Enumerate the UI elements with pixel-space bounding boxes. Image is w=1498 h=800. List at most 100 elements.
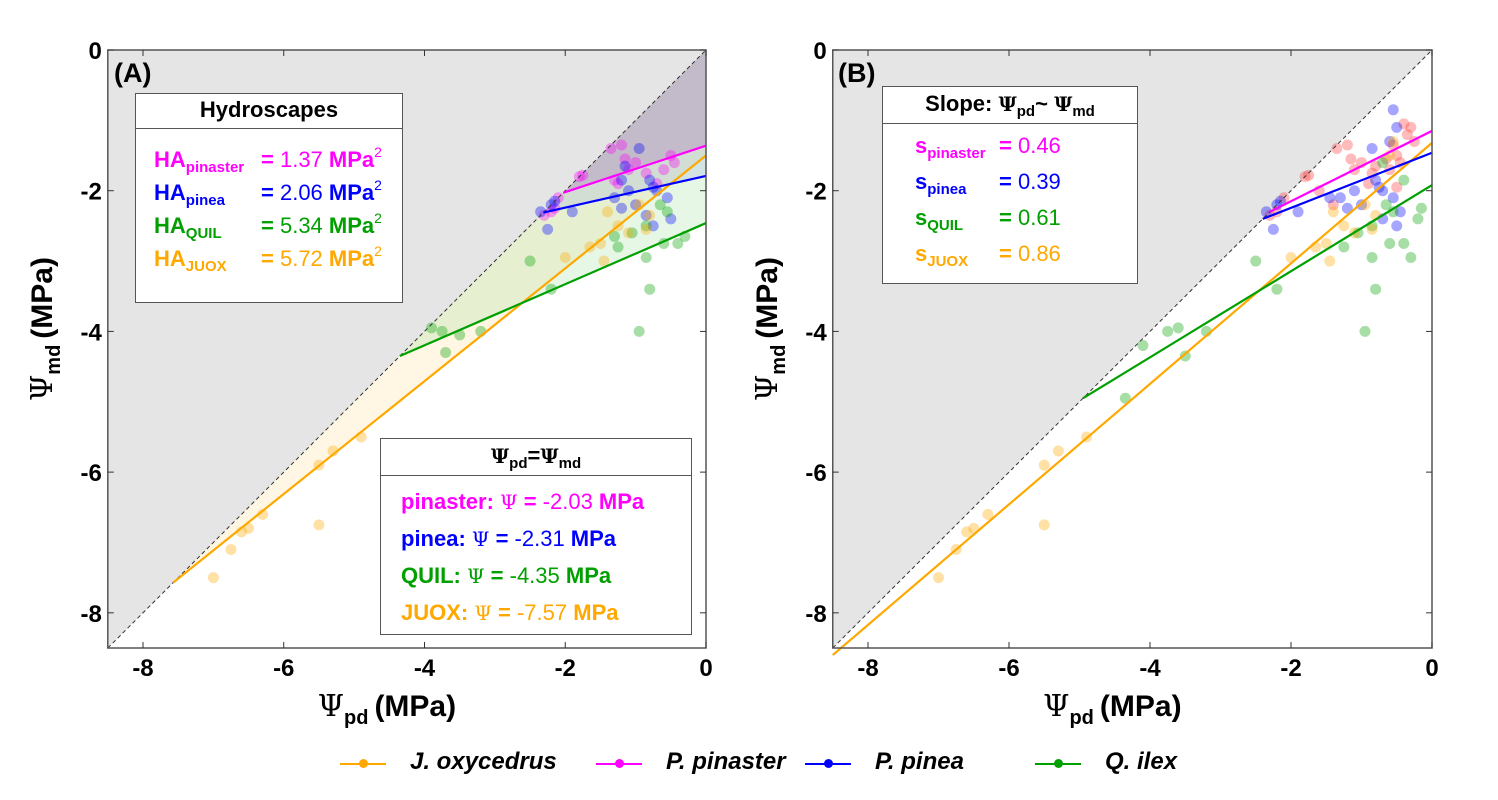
x-tick-label: -4 bbox=[1139, 655, 1161, 682]
psi-symbol: Ψ bbox=[467, 564, 485, 588]
slope-label: sQUIL bbox=[915, 205, 999, 234]
intercept-value: -2.03 bbox=[542, 489, 599, 514]
data-point-juox bbox=[1327, 206, 1339, 218]
hydroscape-label: HAJUOX bbox=[154, 246, 261, 275]
data-point-pinaster bbox=[1331, 142, 1343, 154]
unit-superscript: 2 bbox=[374, 210, 382, 226]
equals-sign: = bbox=[999, 241, 1018, 266]
y-axis-unit: (MPa) bbox=[26, 257, 59, 339]
psi-symbol: Ψ bbox=[500, 490, 518, 514]
data-point-juox bbox=[1038, 459, 1050, 471]
hydroscape-unit: MPa bbox=[328, 147, 375, 172]
intercept-unit: MPa bbox=[573, 600, 619, 625]
data-point-juox bbox=[327, 445, 339, 457]
intercept-unit: MPa bbox=[565, 563, 612, 588]
equals-sign: = bbox=[999, 133, 1018, 158]
psi-symbol: Ψ bbox=[474, 601, 492, 625]
data-point-quil bbox=[1338, 241, 1350, 253]
data-point-pinea bbox=[1387, 104, 1399, 116]
x-tick-label: -2 bbox=[1280, 655, 1301, 682]
slope-value: 0.39 bbox=[1017, 169, 1061, 194]
data-point-quil bbox=[1271, 283, 1283, 295]
y-tick-label: -4 bbox=[805, 319, 827, 346]
data-point-pinea bbox=[1267, 223, 1279, 235]
data-point-pinea bbox=[1334, 192, 1346, 204]
hydroscape-label: HApinea bbox=[154, 180, 261, 209]
axes-frame bbox=[832, 49, 1433, 649]
x-axis-subscript: pd bbox=[1069, 707, 1093, 729]
data-point-quil bbox=[612, 241, 624, 253]
data-point-pinaster bbox=[1391, 150, 1403, 162]
data-point-quil bbox=[661, 206, 673, 218]
slope-prefix: s bbox=[915, 241, 928, 266]
slope-subscript: pinaster bbox=[927, 145, 986, 162]
title-subscript-md: md bbox=[1072, 103, 1095, 120]
ha-subscript: JUOX bbox=[185, 258, 227, 275]
data-point-pinea bbox=[644, 174, 656, 186]
data-point-quil bbox=[1398, 174, 1410, 186]
data-point-quil bbox=[436, 325, 448, 337]
slope-prefix: s bbox=[915, 133, 928, 158]
data-point-juox bbox=[623, 227, 635, 239]
regression-line-pinaster bbox=[1269, 129, 1433, 213]
data-point-quil bbox=[626, 227, 638, 239]
data-point-quil bbox=[1250, 255, 1262, 267]
data-point-quil bbox=[1162, 325, 1174, 337]
data-point-pinea bbox=[616, 202, 628, 214]
unit-superscript: 2 bbox=[374, 243, 382, 259]
data-point-juox bbox=[598, 255, 610, 267]
equals-sign: = bbox=[261, 180, 280, 205]
intercept-value: -4.35 bbox=[509, 563, 566, 588]
data-point-quil bbox=[1179, 350, 1191, 362]
data-point-pinaster bbox=[640, 167, 652, 179]
data-point-pinea bbox=[640, 209, 652, 221]
data-point-pinea bbox=[633, 142, 645, 154]
ha-subscript: pinea bbox=[185, 192, 225, 209]
equals-sign: = bbox=[489, 526, 515, 551]
data-point-pinea bbox=[630, 199, 642, 211]
slope-row-quil: sQUIL = 0.61 bbox=[915, 205, 1061, 234]
data-point-pinea bbox=[661, 192, 673, 204]
psi-symbol: Ψ bbox=[471, 527, 490, 551]
hydroscape-unit: MPa bbox=[328, 246, 375, 271]
title-subscript-pd: pd bbox=[509, 455, 528, 472]
data-point-juox bbox=[1324, 255, 1336, 267]
equals-sign: = bbox=[491, 600, 517, 625]
x-axis-unit: (MPa) bbox=[374, 690, 456, 723]
slope-label: sJUOX bbox=[915, 241, 999, 270]
data-point-juox bbox=[257, 508, 269, 520]
legend-label: J. oxycedrus bbox=[410, 748, 557, 775]
y-tick-label: -4 bbox=[80, 319, 102, 346]
y-axis-label: Ψmd (MPa) bbox=[25, 257, 65, 401]
x-axis-label: Ψpd (MPa) bbox=[318, 689, 456, 729]
equals-sign: = bbox=[261, 147, 280, 172]
equals-sign: = bbox=[484, 563, 510, 588]
ha-prefix: HA bbox=[154, 246, 186, 271]
data-point-quil bbox=[524, 255, 536, 267]
data-point-pinea bbox=[535, 206, 547, 218]
y-tick-label: -8 bbox=[80, 601, 101, 628]
data-point-pinaster bbox=[1405, 121, 1417, 133]
data-point-quil bbox=[654, 199, 666, 211]
regression-line-juox bbox=[832, 142, 1433, 656]
data-point-pinea bbox=[1384, 135, 1396, 147]
hydroscape-label: HApinaster bbox=[154, 147, 261, 176]
hydroscape-value: 1.37 bbox=[279, 147, 329, 172]
data-point-pinaster bbox=[668, 157, 680, 169]
psi-symbol: Ψ bbox=[318, 689, 344, 724]
unit-superscript: 2 bbox=[374, 177, 382, 193]
x-tick-label: -6 bbox=[998, 655, 1019, 682]
data-point-pinaster bbox=[1345, 153, 1357, 165]
equals-sign: = bbox=[261, 213, 280, 238]
intercept-row-quil: QUIL: Ψ = -4.35 MPa bbox=[401, 563, 611, 589]
y-axis-unit: (MPa) bbox=[751, 257, 784, 339]
data-point-quil bbox=[1380, 199, 1392, 211]
ha-prefix: HA bbox=[154, 213, 186, 238]
ha-subscript: pinaster bbox=[185, 159, 245, 176]
panel-b-label: (B) bbox=[838, 58, 876, 88]
intercept-row-pinaster: pinaster: Ψ = -2.03 MPa bbox=[401, 489, 644, 515]
data-point-pinea bbox=[616, 174, 628, 186]
data-point-quil bbox=[640, 252, 652, 264]
slope-row-pinea: spinea = 0.39 bbox=[915, 169, 1061, 198]
data-point-juox bbox=[982, 508, 994, 520]
